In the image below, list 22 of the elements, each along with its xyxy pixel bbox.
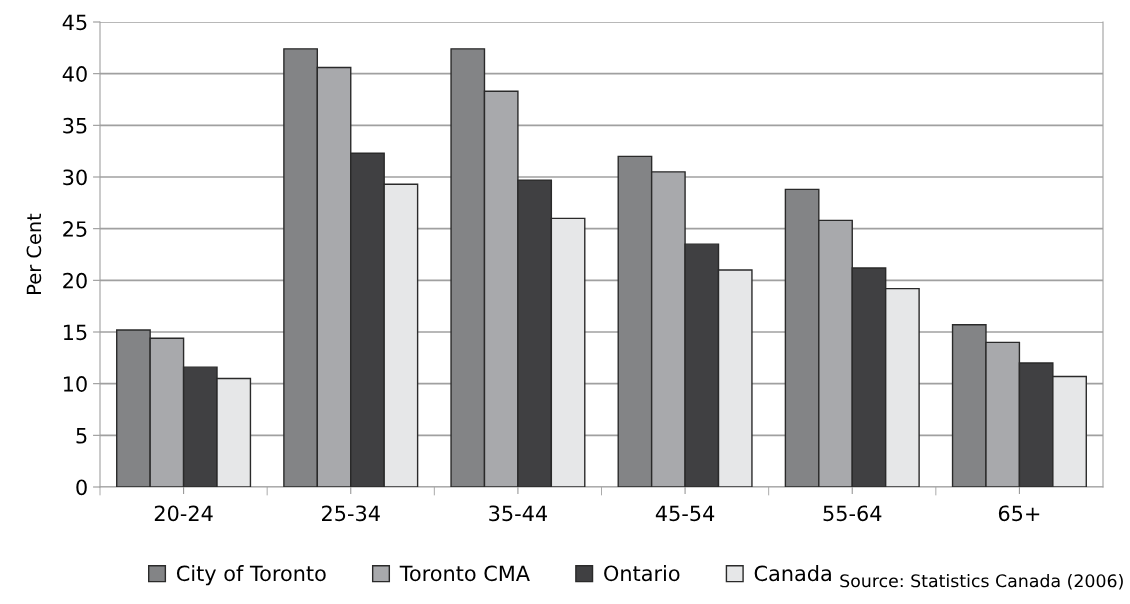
x-tick-label: 20-24 [154, 505, 213, 522]
y-tick-label: 5 [76, 428, 87, 444]
x-tick-label: 65+ [998, 505, 1040, 522]
x-tick-label: 45-54 [655, 505, 715, 522]
y-tick-label: 10 [63, 376, 87, 392]
x-tick-label: 35-44 [489, 505, 548, 522]
y-tick-label: 30 [63, 169, 87, 186]
legend-label: City of Toronto [176, 565, 326, 586]
legend-label: Toronto CMA [399, 565, 530, 582]
y-tick-label: 25 [63, 221, 87, 237]
y-tick-label: 35 [63, 117, 87, 134]
legend-label: Canada [754, 565, 831, 582]
x-tick-label: 55-64 [823, 505, 882, 522]
y-tick-label: 40 [62, 66, 87, 82]
y-tick-label: 20 [63, 272, 87, 289]
x-tick-label: 25-34 [322, 505, 380, 522]
source-note: Source: Statistics Canada (2006) [840, 573, 1123, 590]
legend-label: Ontario [604, 565, 680, 582]
y-tick-label: 15 [63, 324, 87, 341]
y-tick-label: 45 [62, 14, 87, 31]
y-axis-title: Per Cent [26, 213, 42, 294]
y-tick-label: 0 [76, 479, 87, 496]
